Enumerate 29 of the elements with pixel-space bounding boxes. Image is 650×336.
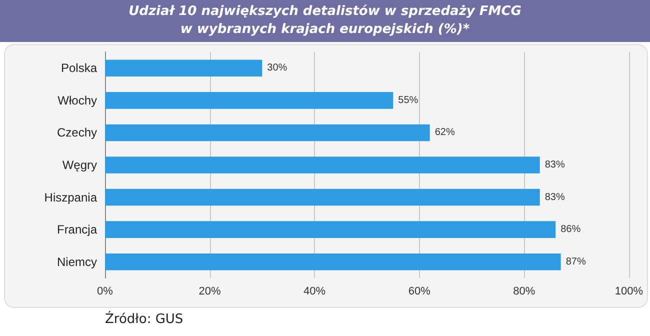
y-tick-label: Włochy (58, 93, 97, 108)
text: Źródło: GUS (105, 312, 184, 327)
y-tick-label: Niemcy (56, 254, 97, 269)
x-tick-label: 0% (97, 286, 114, 298)
data-label: 83% (544, 160, 565, 170)
bar (105, 60, 262, 77)
bar (105, 188, 540, 206)
data-label: 87% (566, 256, 586, 268)
x-tick-label: 60% (408, 286, 431, 298)
data-label: 83% (544, 192, 565, 203)
x-tick-label: 40% (304, 286, 326, 298)
data-label: 62% (434, 127, 455, 138)
chart-title: Udział 10 największych detalistów w sprzedaży FMCG w wybranych krajach europejskich (%)* (0, 0, 650, 42)
y-tick-label: Węgry (62, 158, 97, 172)
y-tick-label: Czechy (56, 126, 97, 140)
bar (105, 92, 394, 109)
data-label: 86% (560, 224, 581, 236)
y-tick-label: Hiszpania (44, 190, 98, 204)
data-label: 30% (267, 62, 288, 74)
x-tick-label: 80% (513, 286, 536, 298)
y-tick-label: Polska (60, 61, 98, 76)
bar (105, 156, 540, 174)
y-tick-label: Francja (56, 222, 98, 237)
bar (105, 221, 556, 238)
x-tick-label: 20% (198, 286, 222, 298)
bar (105, 253, 561, 270)
data-label: 55% (398, 94, 418, 106)
bar (105, 124, 430, 142)
x-tick-label: 100% (614, 286, 644, 298)
